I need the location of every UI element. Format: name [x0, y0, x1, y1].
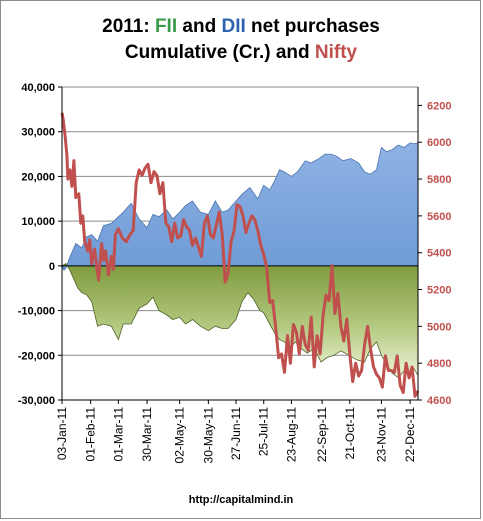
- left-tick-label: -20,000: [18, 350, 55, 362]
- right-tick-label: 5000: [427, 321, 451, 333]
- x-tick-label: 01-Mar-11: [111, 407, 125, 462]
- right-tick-label: 4800: [427, 358, 451, 370]
- title-segment: net purchases: [246, 16, 380, 37]
- x-tick-label: 22-Dec-11: [403, 407, 417, 462]
- left-tick-label: -30,000: [18, 395, 55, 407]
- x-tick-label: 02-May-11: [173, 407, 187, 464]
- left-tick-label: 0: [49, 261, 55, 273]
- title-segment: and: [177, 16, 221, 37]
- right-tick-label: 4600: [427, 395, 451, 407]
- x-tick-label: 25-Jul-11: [257, 407, 271, 456]
- right-tick-label: 5600: [427, 211, 451, 223]
- nifty-line-series: [60, 112, 420, 398]
- x-tick-label: 21-Oct-11: [343, 407, 357, 460]
- title-segment: FII: [155, 16, 177, 37]
- right-tick-label: 6200: [427, 100, 451, 112]
- x-tick-label: 27-Jun-11: [229, 407, 243, 460]
- chart-title-line-1: 2011: FII and DII net purchases: [102, 16, 380, 37]
- right-tick-label: 6000: [427, 137, 451, 149]
- x-tick-label: 23-Nov-11: [374, 407, 388, 462]
- x-tick-label: 03-Jan-11: [55, 407, 69, 460]
- left-tick-label: 30,000: [21, 127, 55, 139]
- x-tick-label: 30-Mar-11: [140, 407, 154, 462]
- title-segment: Cumulative (Cr.) and: [125, 42, 315, 63]
- x-tick-label: 30-May-11: [201, 407, 215, 464]
- title-segment: Nifty: [315, 42, 358, 63]
- x-tick-label: 22-Sep-11: [315, 407, 329, 462]
- footer-url: http://capitalmind.in: [189, 494, 294, 506]
- title-segment: 2011:: [102, 16, 155, 37]
- left-tick-label: 10,000: [21, 216, 55, 228]
- right-tick-label: 5400: [427, 248, 451, 260]
- left-tick-label: 40,000: [21, 82, 55, 94]
- title-segment: DII: [221, 16, 245, 37]
- right-tick-label: 5200: [427, 285, 451, 297]
- right-tick-label: 5800: [427, 174, 451, 186]
- x-tick-label: 01-Feb-11: [84, 407, 98, 462]
- x-tick-label: 23-Aug-11: [284, 407, 298, 462]
- left-tick-label: -10,000: [18, 306, 55, 318]
- chart-title-line-2: Cumulative (Cr.) and Nifty: [125, 42, 358, 63]
- left-tick-label: 20,000: [21, 171, 55, 183]
